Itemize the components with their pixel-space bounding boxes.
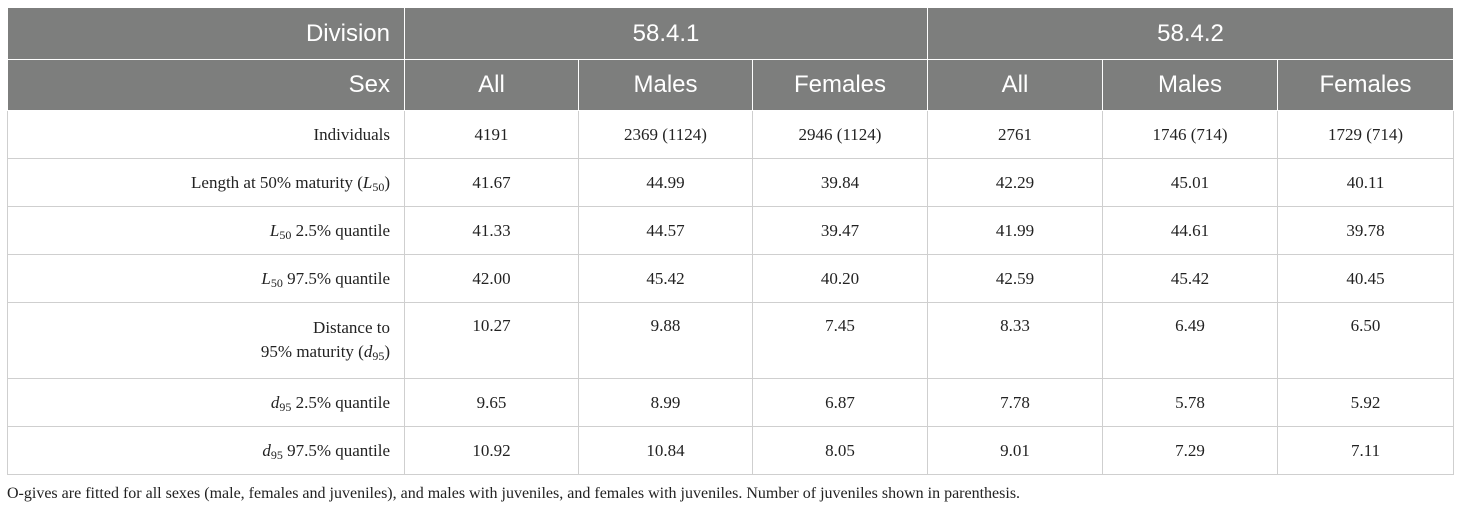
table-cell: 7.45 xyxy=(751,302,929,379)
row-label-text: 2.5% quantile xyxy=(291,392,390,412)
table-cell: 6.49 xyxy=(1102,302,1279,379)
table-row-l50-high: L50 97.5% quantile 42.00 45.42 40.20 42.… xyxy=(7,254,1455,303)
symbol: L xyxy=(261,268,271,288)
row-label-text: 97.5% quantile xyxy=(282,268,390,288)
table-cell: 7.29 xyxy=(1102,426,1279,475)
sex-col-header: Females xyxy=(1277,59,1455,111)
maturity-table: Division 58.4.1 58.4.2 Sex All Males Fem… xyxy=(7,7,1455,475)
table-cell: 6.50 xyxy=(1277,302,1455,379)
sex-col-header: All xyxy=(404,59,579,111)
symbol: d xyxy=(363,342,373,361)
subscript: 50 xyxy=(270,275,283,290)
table-cell: 8.99 xyxy=(578,378,753,427)
row-label: Length at 50% maturity (L50) xyxy=(7,158,405,207)
table-cell: 44.61 xyxy=(1102,206,1279,255)
table-footnote: O-gives are fitted for all sexes (male, … xyxy=(7,485,1021,502)
sex-col-header: All xyxy=(927,59,1104,111)
table-cell: 5.78 xyxy=(1102,378,1279,427)
table-cell: 6.87 xyxy=(751,378,929,427)
table-cell: 7.78 xyxy=(927,378,1104,427)
row-label: L50 2.5% quantile xyxy=(7,206,405,255)
symbol: d xyxy=(270,392,280,412)
table-cell: 44.57 xyxy=(578,206,753,255)
row-label-end: ) xyxy=(384,172,390,192)
table-row-individuals: Individuals 4191 2369 (1124) 2946 (1124)… xyxy=(7,110,1455,159)
row-label: d95 97.5% quantile xyxy=(7,426,405,475)
table-cell: 1729 (714) xyxy=(1277,110,1455,159)
subscript: 50 xyxy=(372,179,385,194)
row-label: d95 2.5% quantile xyxy=(7,378,405,427)
table-cell: 42.29 xyxy=(927,158,1104,207)
table-cell: 4191 xyxy=(404,110,579,159)
table-cell: 10.27 xyxy=(404,302,579,379)
row-label-end: ) xyxy=(384,342,390,361)
table-cell: 9.65 xyxy=(404,378,579,427)
sex-label: Sex xyxy=(7,59,405,111)
table-row-l50: Length at 50% maturity (L50) 41.67 44.99… xyxy=(7,158,1455,207)
row-label-text: 97.5% quantile xyxy=(282,440,390,460)
symbol: d xyxy=(262,440,271,460)
table-cell: 40.45 xyxy=(1277,254,1455,303)
table-cell: 2761 xyxy=(927,110,1104,159)
table-cell: 8.05 xyxy=(751,426,929,475)
division-58-4-1-header: 58.4.1 xyxy=(403,7,929,60)
division-58-4-2-header: 58.4.2 xyxy=(927,7,1455,60)
table-cell: 8.33 xyxy=(927,302,1104,379)
subscript: 95 xyxy=(372,349,385,363)
table-cell: 40.11 xyxy=(1277,158,1455,207)
table-cell: 9.88 xyxy=(578,302,753,379)
row-label: Individuals xyxy=(7,110,405,159)
table-row-l50-low: L50 2.5% quantile 41.33 44.57 39.47 41.9… xyxy=(7,206,1455,255)
sex-col-header: Males xyxy=(578,59,753,111)
row-label-text: Length at 50% maturity ( xyxy=(191,172,363,192)
table-cell: 10.84 xyxy=(578,426,753,475)
table-cell: 2369 (1124) xyxy=(578,110,753,159)
table-row-d95-high: d95 97.5% quantile 10.92 10.84 8.05 9.01… xyxy=(7,426,1455,475)
table-cell: 45.42 xyxy=(578,254,753,303)
sex-col-header: Females xyxy=(751,59,929,111)
table-cell: 39.78 xyxy=(1277,206,1455,255)
symbol: L xyxy=(362,172,373,192)
table-cell: 39.47 xyxy=(751,206,929,255)
row-label-line2: 95% maturity ( xyxy=(260,342,364,361)
row-label: Distance to 95% maturity (d95) xyxy=(7,302,405,379)
table-cell: 45.01 xyxy=(1102,158,1279,207)
table-row-d95-low: d95 2.5% quantile 9.65 8.99 6.87 7.78 5.… xyxy=(7,378,1455,427)
subscript: 95 xyxy=(279,399,292,414)
table-cell: 9.01 xyxy=(927,426,1104,475)
table-cell: 41.33 xyxy=(404,206,579,255)
table-cell: 7.11 xyxy=(1277,426,1455,475)
symbol: L xyxy=(269,220,280,240)
table-cell: 45.42 xyxy=(1102,254,1279,303)
table-cell: 1746 (714) xyxy=(1102,110,1279,159)
division-header-row: Division 58.4.1 58.4.2 xyxy=(7,7,1455,60)
row-label-text: 2.5% quantile xyxy=(291,220,390,240)
table-cell: 2946 (1124) xyxy=(751,110,929,159)
table-cell: 40.20 xyxy=(751,254,929,303)
table-cell: 44.99 xyxy=(578,158,753,207)
division-label: Division xyxy=(7,7,405,60)
table-row-d95: Distance to 95% maturity (d95) 10.27 9.88… xyxy=(7,302,1455,379)
table-cell: 10.92 xyxy=(404,426,579,475)
table-cell: 41.67 xyxy=(404,158,579,207)
subscript: 50 xyxy=(279,227,292,242)
subscript: 95 xyxy=(270,447,283,462)
sex-col-header: Males xyxy=(1102,59,1279,111)
table-cell: 5.92 xyxy=(1277,378,1455,427)
table-cell: 39.84 xyxy=(751,158,929,207)
sex-header-row: Sex All Males Females All Males Females xyxy=(7,59,1455,111)
table-cell: 41.99 xyxy=(927,206,1104,255)
table-cell: 42.00 xyxy=(404,254,579,303)
row-label: L50 97.5% quantile xyxy=(7,254,405,303)
table-cell: 42.59 xyxy=(927,254,1104,303)
row-label-line1: Distance to xyxy=(313,318,390,337)
